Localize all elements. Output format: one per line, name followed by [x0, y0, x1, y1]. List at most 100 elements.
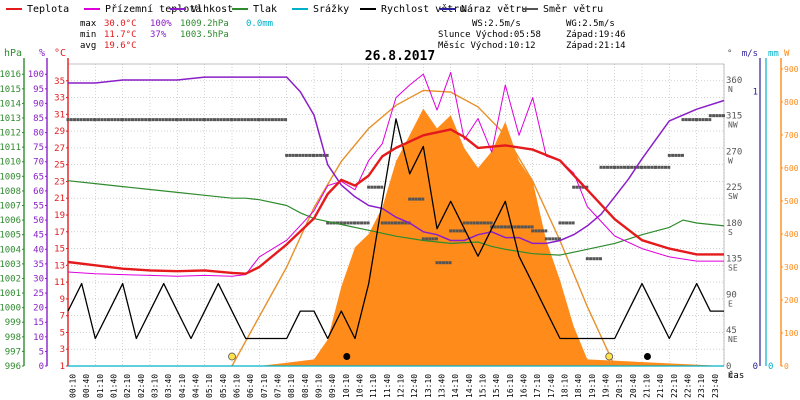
series-wind-dir-point	[219, 118, 223, 122]
axis-tick-label-w: 700	[784, 131, 799, 140]
series-wind-dir-point	[319, 153, 323, 157]
x-tick-label: 14:10	[451, 374, 460, 398]
series-wind-dir-point	[322, 153, 326, 157]
series-wind-dir-point	[445, 261, 449, 265]
axis-tick-label-dir: 90	[726, 290, 737, 300]
series-wind-dir-point	[73, 118, 77, 122]
axis-tick-label-dir-compass: S	[728, 228, 733, 237]
series-wind-dir-point	[209, 118, 213, 122]
series-wind-dir-point	[151, 118, 155, 122]
series-wind-dir-point	[192, 118, 196, 122]
series-wind-dir-point	[237, 118, 241, 122]
series-wind-dir-point	[288, 153, 292, 157]
legend-label: Náraz větru	[461, 3, 527, 15]
legend-label: Směr větru	[543, 3, 603, 15]
series-wind-dir-point	[660, 165, 664, 169]
axis-unit-ms: m/s	[742, 49, 758, 59]
x-tick-label: 08:10	[287, 374, 296, 398]
series-wind-dir-point	[312, 153, 316, 157]
x-tick-label: 16:10	[506, 374, 515, 398]
series-wind-dir-point	[462, 221, 466, 225]
axis-tick-label-dir-compass: E	[728, 299, 733, 308]
axis-tick-label-pct: 5	[39, 347, 44, 357]
series-wind-dir-point	[534, 229, 538, 233]
series-wind-dir-point	[657, 165, 661, 169]
x-tick-label: 09:10	[315, 374, 324, 398]
series-wind-dir-point	[671, 153, 675, 157]
series-wind-dir-point	[226, 118, 230, 122]
axis-tick-label-hpa: 1005	[0, 231, 21, 241]
axis-tick-label-w: 300	[784, 263, 799, 272]
series-wind-dir-point	[387, 221, 391, 225]
series-wind-dir-point	[489, 221, 493, 225]
series-wind-dir-point	[401, 221, 405, 225]
series-wind-dir-point	[86, 118, 90, 122]
series-wind-dir-point	[684, 118, 688, 122]
series-wind-dir-point	[69, 118, 73, 122]
series-wind-dir-point	[267, 118, 271, 122]
series-wind-dir-point	[131, 118, 135, 122]
series-wind-dir-point	[89, 118, 93, 122]
series-wind-dir-point	[448, 261, 452, 265]
series-wind-dir-point	[116, 118, 120, 122]
axis-tick-label-hpa: 1014	[0, 99, 21, 109]
series-wind-dir-point	[462, 229, 466, 233]
series-wind-dir-point	[718, 114, 722, 118]
x-tick-label: 12:40	[410, 374, 419, 398]
stat-min-temp: 11.7°C	[104, 30, 137, 40]
x-tick-label: 23:10	[697, 374, 706, 398]
axis-tick-label-hpa: 997	[5, 347, 21, 357]
series-wind-dir-point	[537, 229, 541, 233]
x-tick-label: 02:40	[137, 374, 146, 398]
axis-tick-label-w: 800	[784, 98, 799, 107]
axis-tick-label-dir-compass: NW	[728, 121, 738, 130]
axis-tick-label-mm: 0	[768, 362, 773, 372]
axis-tick-label-pct: 85	[33, 114, 44, 124]
axis-tick-label-hpa: 1003	[0, 260, 21, 270]
axis-tick-label-temp: 31	[54, 110, 65, 120]
axis-tick-label-w: 0	[784, 362, 789, 371]
series-wind-dir-point	[360, 221, 364, 225]
series-wind-dir-point	[623, 165, 627, 169]
axis-tick-label-dir-compass: N	[728, 85, 733, 94]
axis-tick-label-hpa: 1001	[0, 289, 21, 299]
series-wind-dir-point	[284, 118, 288, 122]
series-wind-dir-point	[155, 118, 159, 122]
series-wind-dir-point	[356, 221, 360, 225]
series-wind-dir-point	[168, 118, 172, 122]
series-wind-dir-point	[158, 118, 162, 122]
series-wind-dir-point	[541, 229, 545, 233]
series-wind-dir-point	[164, 118, 168, 122]
series-wind-dir-point	[503, 225, 507, 229]
series-wind-dir-point	[486, 221, 490, 225]
axis-tick-label-hpa: 1011	[0, 143, 21, 153]
axis-tick-label-temp: 27	[54, 144, 65, 154]
series-wind-dir-point	[575, 185, 579, 189]
x-tick-label: 06:40	[246, 374, 255, 398]
axis-tick-label-temp: 7	[60, 312, 65, 322]
x-tick-label: 13:40	[438, 374, 447, 398]
axis-tick-label-dir: 45	[726, 326, 737, 336]
series-wind-dir-point	[602, 165, 606, 169]
series-wind-dir-point	[315, 153, 319, 157]
series-wind-dir-point	[285, 153, 289, 157]
x-axis: 00:10 00:40 01:10 01:40 02:10 02:40 03:10 03:40…	[69, 370, 745, 398]
x-tick-label: 18:40	[574, 374, 583, 398]
axis-tick-label-hpa: 1000	[0, 304, 21, 314]
series-wind-dir-point	[291, 153, 295, 157]
x-tick-label: 11:10	[369, 374, 378, 398]
series-wind-dir-point	[233, 118, 237, 122]
series-wind-dir-point	[380, 185, 384, 189]
series-wind-dir-point	[110, 118, 114, 122]
series-wind-dir-point	[680, 153, 684, 157]
series-wind-dir-point	[695, 118, 699, 122]
series-wind-dir-point	[240, 118, 244, 122]
series-wind-speed-line	[67, 118, 724, 340]
axis-tick-label-temp: 13	[54, 261, 65, 271]
axis-tick-label-pct: 35	[33, 260, 44, 270]
series-wind-dir-point	[688, 118, 692, 122]
series-wind-dir-point	[507, 225, 511, 229]
x-tick-label: 00:10	[69, 374, 78, 398]
series-wind-dir-point	[93, 118, 97, 122]
